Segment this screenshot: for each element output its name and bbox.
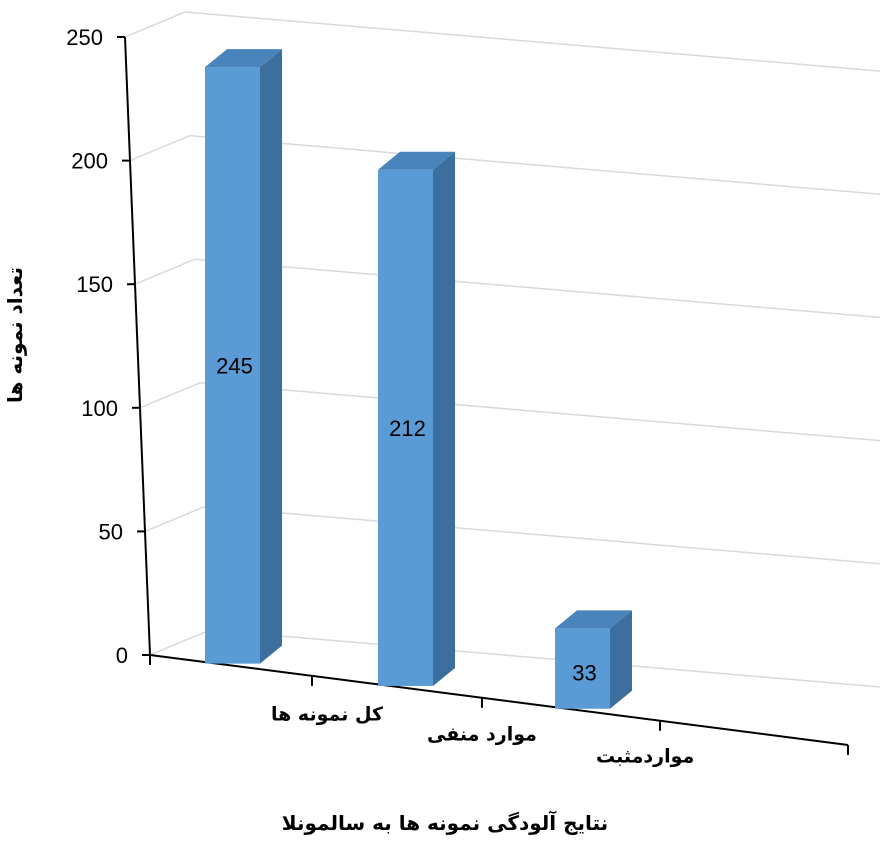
- y-tick-label: 150: [76, 272, 113, 297]
- y-axis-line: [124, 36, 151, 656]
- gridline-side: [129, 134, 191, 162]
- y-tick-label: 100: [81, 396, 118, 421]
- bar: [205, 49, 282, 664]
- x-axis-title: نتایج آلودگی نمونه ها به سالمونلا: [282, 810, 608, 835]
- bar-top: [378, 151, 455, 170]
- bar-front: [378, 169, 433, 686]
- bar-front: [555, 628, 610, 709]
- gridline: [184, 11, 881, 72]
- bar: [555, 610, 632, 709]
- bar-side: [433, 151, 455, 686]
- gridline: [194, 258, 881, 319]
- gridline: [209, 629, 881, 688]
- y-tick-label: 200: [71, 149, 108, 174]
- labels: 0 50 100 150 200 250 245 کل نمونه ها 212 موارد من…: [66, 25, 694, 767]
- bar: [378, 151, 455, 686]
- y-tick-label: 0: [116, 643, 128, 668]
- gridlines: [124, 11, 881, 688]
- bar-side: [610, 610, 632, 709]
- gridline-side: [124, 11, 186, 38]
- y-axis-title: تعداد نمونه ها: [3, 267, 27, 403]
- x-category-label: مواردمثبت: [596, 745, 694, 767]
- gridline: [204, 505, 881, 565]
- x-category-label: کل نمونه ها: [271, 703, 384, 725]
- gridline-side: [139, 382, 201, 409]
- gridline-side: [149, 629, 211, 656]
- bar-side: [260, 49, 282, 664]
- axes: [117, 36, 849, 755]
- gridline-side: [134, 258, 196, 285]
- y-tick-label: 50: [99, 519, 123, 544]
- x-axis-line: [149, 654, 849, 746]
- x-category-label: موارد منفی: [427, 724, 537, 746]
- y-tick-label: 250: [66, 25, 103, 50]
- bar-top: [205, 49, 282, 68]
- gridline-side: [144, 505, 206, 533]
- bars: [205, 49, 632, 709]
- bar-top: [555, 610, 632, 629]
- gridline: [199, 382, 881, 442]
- data-label: 245: [216, 353, 253, 378]
- gridline: [189, 134, 881, 195]
- data-label: 33: [572, 661, 596, 686]
- bar-front: [205, 67, 260, 664]
- data-label: 212: [389, 416, 426, 441]
